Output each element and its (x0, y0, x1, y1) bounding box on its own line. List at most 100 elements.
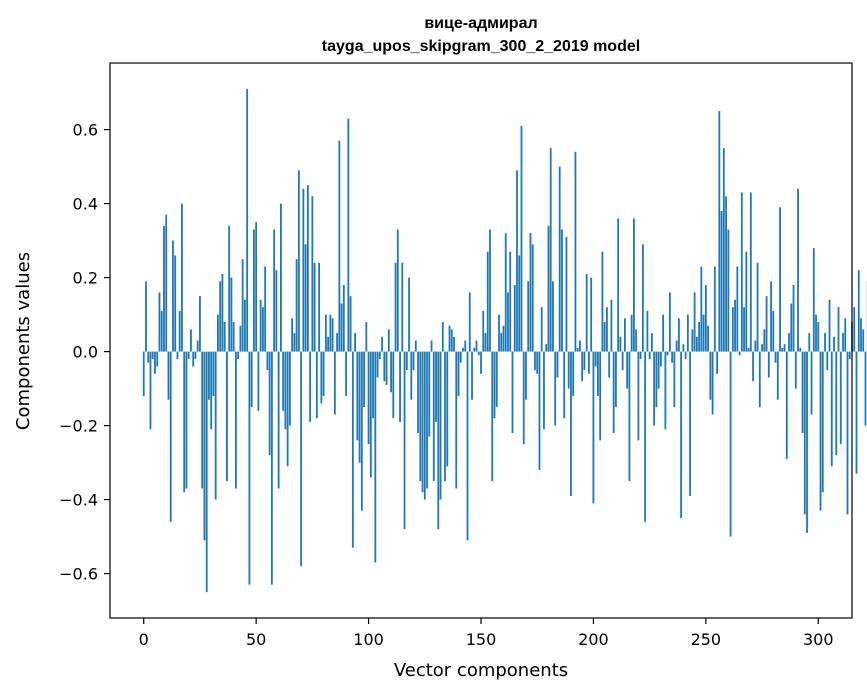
bar (194, 351, 197, 359)
bar (300, 351, 303, 567)
bar (594, 351, 597, 367)
bar (315, 351, 318, 419)
bar (322, 351, 325, 396)
bar (579, 340, 581, 352)
bar (695, 336, 698, 352)
bar (475, 340, 478, 352)
bar (650, 333, 653, 352)
bar (511, 351, 514, 433)
bar (693, 292, 696, 352)
plot-frame (109, 62, 853, 619)
bar (545, 344, 548, 352)
bar (558, 166, 561, 352)
bar (214, 351, 217, 500)
bar (428, 351, 431, 437)
bar (205, 351, 208, 593)
bar (154, 351, 156, 374)
bar (450, 329, 453, 352)
bar (758, 351, 761, 408)
bar (857, 270, 860, 352)
bar (394, 262, 397, 352)
x-axis: 0 50 100 150 200 250 300 (139, 618, 834, 649)
bar (306, 185, 309, 352)
bar (855, 351, 858, 474)
x-tick-label: 200 (578, 630, 609, 649)
bar (808, 333, 811, 352)
bar (237, 351, 240, 359)
bar (608, 351, 611, 378)
bar (788, 333, 790, 352)
bar (266, 351, 269, 371)
bar (619, 336, 622, 352)
bar (473, 347, 476, 352)
bar (761, 344, 763, 352)
bar (385, 351, 388, 385)
bar (453, 336, 455, 352)
bar (351, 351, 354, 548)
bar (507, 292, 509, 352)
bar (637, 351, 640, 441)
bar (235, 351, 237, 489)
bar (799, 347, 802, 352)
bar (277, 351, 280, 489)
bar (275, 270, 278, 352)
chart-title: вице-адмирал (424, 15, 537, 32)
bar (437, 351, 440, 530)
bar (208, 351, 210, 400)
bar (612, 351, 615, 433)
bar (518, 255, 521, 352)
bar (531, 244, 534, 352)
bar (329, 314, 332, 352)
bar (226, 351, 228, 482)
bar (210, 351, 213, 430)
bar (776, 351, 779, 400)
bar (763, 329, 766, 352)
bar (331, 318, 334, 352)
bar (606, 307, 608, 352)
bar (830, 351, 833, 467)
bar-series (142, 88, 867, 593)
bar (457, 351, 460, 396)
bar (147, 351, 150, 363)
bar (543, 351, 545, 430)
bar (480, 351, 482, 374)
bar (527, 281, 530, 352)
bar (835, 351, 838, 456)
bar (686, 314, 689, 352)
bar (720, 211, 723, 352)
bar (785, 351, 788, 459)
bar (491, 351, 494, 482)
bar (700, 266, 703, 352)
bar (603, 322, 606, 352)
bar (477, 351, 480, 356)
bar (842, 333, 844, 352)
bar (493, 351, 496, 419)
bar (585, 273, 588, 352)
bar (446, 351, 449, 467)
y-tick-label: −0.6 (59, 565, 98, 584)
bar (401, 262, 404, 352)
bar (704, 285, 707, 352)
bar (417, 351, 419, 433)
bar (588, 351, 590, 374)
bar (747, 347, 750, 352)
bar (250, 351, 253, 408)
bar (471, 351, 473, 400)
bar (199, 296, 201, 352)
bar (767, 351, 770, 378)
bar (513, 285, 516, 352)
bar (864, 351, 867, 426)
bar (241, 259, 244, 352)
bar (516, 170, 518, 352)
bar (848, 351, 851, 359)
bar (862, 329, 865, 352)
bar (495, 351, 498, 408)
bar (641, 244, 644, 352)
bar (601, 251, 604, 352)
bar (765, 296, 768, 352)
bar (525, 351, 527, 400)
bar (583, 351, 586, 371)
bar (313, 262, 316, 352)
bar (432, 351, 435, 482)
bar (790, 303, 793, 352)
